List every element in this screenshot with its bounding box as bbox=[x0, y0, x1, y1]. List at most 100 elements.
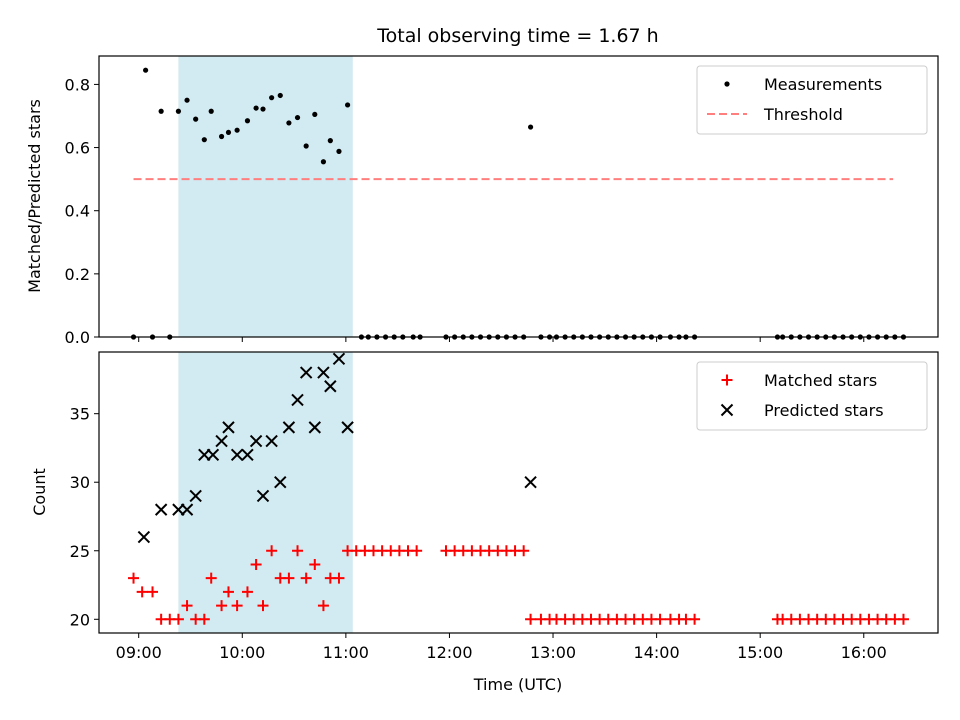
measurement-point bbox=[253, 105, 259, 111]
predicted-star-point bbox=[180, 503, 194, 516]
matched-star-point bbox=[309, 558, 321, 570]
measurement-point bbox=[344, 102, 351, 108]
measurement-point bbox=[184, 97, 190, 103]
matched-star-point bbox=[518, 545, 530, 557]
matched-star-point bbox=[300, 572, 312, 584]
legend-label: Threshold bbox=[763, 105, 843, 124]
predicted-star-point bbox=[341, 421, 354, 434]
measurement-point bbox=[244, 118, 251, 124]
x-tick-label: 14:00 bbox=[634, 643, 680, 662]
predicted-star-point bbox=[282, 421, 296, 434]
predicted-star-point bbox=[324, 380, 337, 393]
matched-star-point bbox=[250, 558, 262, 570]
predicted-star-point bbox=[256, 489, 270, 503]
predicted-star-point bbox=[137, 530, 151, 544]
matched-star-point bbox=[283, 572, 295, 584]
matched-star-point bbox=[181, 600, 193, 612]
matched-star-point bbox=[222, 586, 234, 598]
measurement-point bbox=[218, 133, 225, 140]
measurement-point bbox=[327, 138, 333, 144]
predicted-star-point bbox=[222, 421, 235, 434]
predicted-star-point bbox=[189, 489, 202, 503]
axes-frame bbox=[98, 351, 939, 634]
legend-label: Predicted stars bbox=[764, 401, 884, 420]
matched-star-point bbox=[333, 572, 345, 584]
x-tick-label: 13:00 bbox=[530, 643, 576, 662]
matched-star-point bbox=[147, 586, 159, 598]
legend-marker-measurements bbox=[724, 81, 730, 87]
matched-star-point bbox=[317, 600, 329, 612]
matched-star-point bbox=[257, 600, 269, 612]
axes-frame bbox=[98, 55, 939, 338]
legend-label: Measurements bbox=[764, 75, 882, 94]
measurement-point bbox=[312, 111, 318, 118]
x-tick-label: 12:00 bbox=[426, 643, 472, 662]
predicted-star-point bbox=[230, 448, 244, 462]
matched-star-point bbox=[241, 586, 253, 598]
chart-title: Total observing time = 1.67 h bbox=[376, 25, 658, 47]
matched-star-point bbox=[689, 613, 701, 625]
x-axis-label: Time (UTC) bbox=[473, 675, 562, 694]
bottom-y-axis-label: Count bbox=[30, 468, 49, 516]
matched-star-point bbox=[654, 613, 666, 625]
y-tick-label: 0.0 bbox=[65, 328, 90, 347]
x-tick-label: 11:00 bbox=[323, 643, 369, 662]
top-y-axis-label: Matched/Predicted stars bbox=[25, 99, 44, 293]
matched-star-point bbox=[525, 613, 537, 625]
y-tick-label: 20 bbox=[70, 610, 90, 629]
measurement-point bbox=[158, 108, 164, 114]
matched-star-point bbox=[172, 613, 184, 625]
measurement-point bbox=[277, 92, 283, 99]
measurement-point bbox=[336, 148, 342, 154]
x-tick-label: 09:00 bbox=[116, 643, 162, 662]
count-panel: 09:00 10:00 11:00 12:00 13:00 14:00 15:00 16:00… bbox=[70, 351, 939, 662]
matched-star-point bbox=[216, 600, 228, 612]
x-tick-label: 10:00 bbox=[219, 643, 265, 662]
measurement-point bbox=[208, 108, 214, 114]
predicted-star-point bbox=[308, 421, 321, 434]
measurement-point bbox=[193, 116, 199, 122]
measurement-point bbox=[143, 67, 149, 73]
predicted-star-point bbox=[332, 352, 346, 366]
matched-star-point bbox=[128, 572, 140, 584]
y-tick-label: 0.2 bbox=[65, 265, 90, 284]
predicted-star-point bbox=[265, 434, 278, 448]
matched-star-point bbox=[198, 613, 210, 625]
predicted-star-point bbox=[154, 503, 168, 516]
ratio-panel: 0.0 0.2 0.4 0.6 0.8 Measurements Threshold bbox=[65, 55, 939, 347]
legend-marker-matched bbox=[721, 374, 733, 386]
matched-star-point bbox=[897, 613, 909, 625]
predicted-star-point bbox=[291, 393, 304, 407]
x-tick-label: 15:00 bbox=[737, 643, 783, 662]
predicted-star-point bbox=[206, 448, 220, 462]
measurement-point bbox=[303, 143, 309, 149]
matched-star-point bbox=[266, 545, 278, 557]
measurement-point bbox=[286, 120, 292, 126]
legend-box bbox=[696, 65, 928, 135]
matched-star-point bbox=[231, 600, 243, 612]
y-tick-label: 0.8 bbox=[65, 75, 90, 94]
measurement-point bbox=[294, 114, 301, 121]
y-tick-label: 35 bbox=[70, 405, 90, 424]
predicted-star-point bbox=[299, 366, 313, 379]
legend-bottom: Matched stars Predicted stars bbox=[696, 361, 928, 431]
legend-marker-predicted bbox=[720, 403, 734, 417]
legend-top: Measurements Threshold bbox=[696, 65, 928, 135]
measurement-point bbox=[260, 106, 266, 112]
y-tick-label: 0.6 bbox=[65, 139, 90, 158]
measurement-point bbox=[175, 108, 182, 114]
predicted-star-point bbox=[215, 434, 228, 448]
matched-star-point bbox=[292, 545, 304, 557]
measurement-point bbox=[201, 137, 207, 143]
y-tick-label: 30 bbox=[70, 473, 90, 492]
y-tick-label: 0.4 bbox=[65, 202, 90, 221]
x-tick-label: 16:00 bbox=[841, 643, 887, 662]
matched-star-point bbox=[205, 572, 217, 584]
predicted-star-point bbox=[241, 448, 254, 462]
observing-window-band bbox=[178, 56, 353, 337]
plot-area: 0.0 0.2 0.4 0.6 0.8 Measurements Threshold 09:0… bbox=[65, 55, 939, 662]
measurement-point bbox=[320, 159, 327, 165]
matched-star-point bbox=[411, 545, 423, 557]
measurement-point bbox=[234, 127, 240, 133]
